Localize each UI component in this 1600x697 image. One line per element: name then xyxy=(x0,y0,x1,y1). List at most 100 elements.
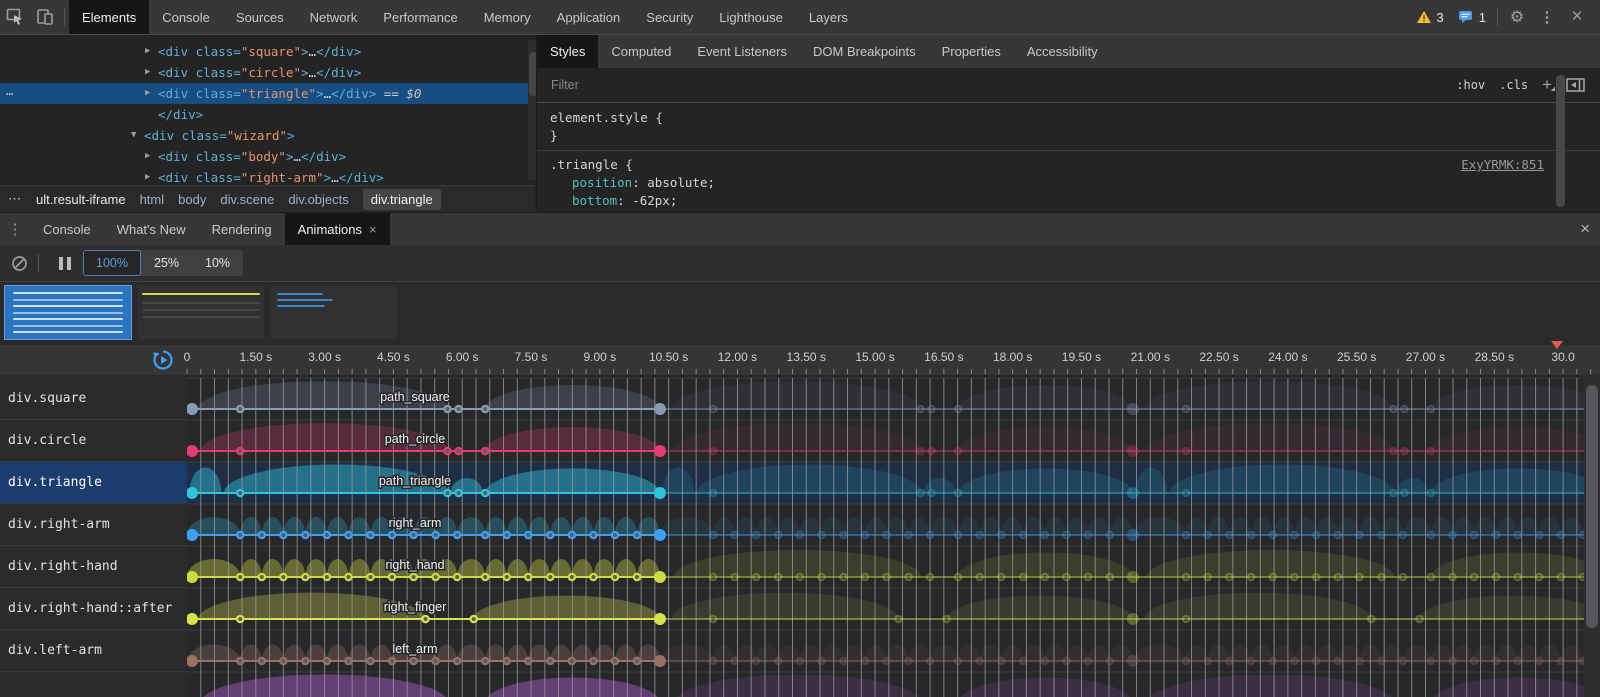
track-selector-div-right-hand[interactable]: div.right-hand xyxy=(0,546,187,588)
track-selector-div-square[interactable]: div.square xyxy=(0,378,187,420)
tab-computed[interactable]: Computed xyxy=(598,35,684,68)
close-devtools-icon[interactable]: × xyxy=(1571,6,1583,27)
timeline-ticks xyxy=(186,369,1592,374)
track-selector-div-right-hand-after[interactable]: div.right-hand::after xyxy=(0,588,187,630)
chevron-right-icon[interactable]: ▶ xyxy=(145,151,151,161)
breadcrumb-item[interactable]: html xyxy=(139,191,165,207)
tab-performance[interactable]: Performance xyxy=(370,0,470,34)
tab-sources[interactable]: Sources xyxy=(223,0,297,34)
new-style-rule-icon[interactable]: + xyxy=(1542,75,1552,94)
breadcrumb-item[interactable]: div.objects xyxy=(288,191,349,207)
style-rule-line[interactable]: element.style { xyxy=(537,109,1600,127)
timeline-header[interactable]: 0 1.50 s 3.00 s 4.50 s 6.00 s 7.50 s 9.00 s 10.… xyxy=(0,341,1600,376)
tree-node[interactable]: ⋯ ▶ <div class="triangle">…</div> == $0 xyxy=(0,83,535,104)
tab-close-icon[interactable]: × xyxy=(368,221,377,237)
pause-icon[interactable] xyxy=(59,256,71,270)
elements-scrollbar[interactable] xyxy=(528,40,539,180)
tab-layers[interactable]: Layers xyxy=(796,0,861,34)
tab-memory[interactable]: Memory xyxy=(471,0,544,34)
tab-label: Performance xyxy=(383,9,458,25)
tree-node[interactable]: ▼ <div class="wizard"> xyxy=(0,125,535,146)
animation-group-preview-2[interactable] xyxy=(138,286,264,339)
styles-filter-input[interactable] xyxy=(549,77,773,93)
css-token: bottom xyxy=(572,193,618,208)
device-toolbar-icon[interactable] xyxy=(30,4,60,30)
replay-icon[interactable] xyxy=(152,349,174,376)
stylesheet-source-link[interactable]: ExyYRMK:851 xyxy=(1461,157,1544,172)
track-selector-div-right-arm[interactable]: div.right-arm xyxy=(0,504,187,546)
style-rule-line[interactable]: } xyxy=(537,127,1600,145)
time-label: 24.00 s xyxy=(1268,350,1308,364)
tab-animations[interactable]: Animations × xyxy=(284,213,390,245)
tree-node[interactable]: </div> xyxy=(0,104,535,125)
time-label: 13.50 s xyxy=(786,350,826,364)
tab-what-s-new[interactable]: What's New xyxy=(104,213,199,245)
tab-lighthouse[interactable]: Lighthouse xyxy=(706,0,796,34)
code-token: <div class= xyxy=(158,86,241,101)
breadcrumb-item[interactable]: div.triangle xyxy=(362,188,441,210)
tree-node[interactable]: ▶ <div class="right-arm">…</div> xyxy=(0,167,535,188)
tab-elements[interactable]: Elements xyxy=(69,0,150,34)
chevron-right-icon[interactable]: ▶ xyxy=(145,88,151,98)
chevron-down-icon[interactable]: ▼ xyxy=(131,130,137,140)
breadcrumb-item[interactable]: ⋯ xyxy=(8,191,22,206)
code-token: > xyxy=(285,149,294,164)
tab-rendering[interactable]: Rendering xyxy=(199,213,285,245)
tree-node[interactable]: ▶ <div class="square">…</div> xyxy=(0,41,535,62)
code-token: </div> xyxy=(316,65,362,80)
code-token: "right-arm" xyxy=(240,170,324,185)
playback-rate-100[interactable]: 100% xyxy=(83,250,141,276)
tab-label: Styles xyxy=(550,44,586,59)
tab-properties[interactable]: Properties xyxy=(929,35,1014,68)
kebab-menu-icon[interactable]: ⋮ xyxy=(1539,9,1555,26)
timeline-scrollbar-thumb[interactable] xyxy=(1586,385,1598,628)
chevron-right-icon[interactable]: ▶ xyxy=(145,46,151,56)
style-rule-line[interactable]: position: absolute; xyxy=(537,174,1600,192)
tree-node[interactable]: ▶ <div class="circle">…</div> xyxy=(0,62,535,83)
issues-badge[interactable]: 1 xyxy=(1458,10,1486,25)
track-selector-div-circle[interactable]: div.circle xyxy=(0,420,187,462)
tab-network[interactable]: Network xyxy=(297,0,371,34)
preview-line xyxy=(13,292,123,294)
drawer-kebab-icon[interactable]: ⋮ xyxy=(7,221,23,238)
pseudo-button-cls[interactable]: .cls xyxy=(1499,78,1529,92)
styles-scrollbar-thumb[interactable] xyxy=(1556,75,1565,207)
drawer-close-icon[interactable]: × xyxy=(1580,219,1590,238)
tab-event-listeners[interactable]: Event Listeners xyxy=(684,35,800,68)
chevron-right-icon[interactable]: ▶ xyxy=(145,67,151,77)
style-rule-line[interactable]: .triangle {ExyYRMK:851 xyxy=(537,156,1600,174)
tab-console[interactable]: Console xyxy=(149,0,223,34)
inspect-icon[interactable] xyxy=(0,4,30,30)
breadcrumb-item[interactable]: div.scene xyxy=(220,191,275,207)
animation-group-preview-1[interactable] xyxy=(4,285,132,340)
pseudo-button-hov[interactable]: :hov xyxy=(1456,78,1486,92)
tab-console[interactable]: Console xyxy=(30,213,104,245)
sidebar-toggle-icon[interactable] xyxy=(1566,77,1586,93)
code-token: <div class= xyxy=(144,128,227,143)
animation-timeline-plot[interactable]: path_square path_circle path_triangleright… xyxy=(187,375,1600,697)
chevron-right-icon[interactable]: ▶ xyxy=(145,172,151,182)
breadcrumb-item[interactable]: body xyxy=(178,191,207,207)
code-token: "wizard" xyxy=(226,128,288,143)
elements-scrollbar-thumb[interactable] xyxy=(529,52,538,96)
warnings-badge[interactable]: 3 xyxy=(1416,10,1444,25)
tab-security[interactable]: Security xyxy=(633,0,706,34)
playhead-marker[interactable] xyxy=(1551,341,1563,355)
tab-accessibility[interactable]: Accessibility xyxy=(1014,35,1111,68)
style-rule-line[interactable]: bottom: -62px; xyxy=(537,192,1600,210)
breadcrumb-item[interactable]: ult.result-iframe xyxy=(36,191,126,207)
clear-all-icon[interactable] xyxy=(4,250,34,276)
tab-dom-breakpoints[interactable]: DOM Breakpoints xyxy=(800,35,929,68)
tab-styles[interactable]: Styles xyxy=(537,35,599,68)
track-selector-div-left-arm[interactable]: div.left-arm xyxy=(0,630,187,672)
time-label: 30.0 xyxy=(1551,350,1575,364)
svg-text:path_circle: path_circle xyxy=(385,432,445,446)
animation-group-preview-3[interactable] xyxy=(271,286,397,339)
track-selector-div-triangle[interactable]: div.triangle xyxy=(0,462,187,504)
playback-rate-10[interactable]: 10% xyxy=(205,256,231,270)
settings-gear-icon[interactable]: ⚙ xyxy=(1509,9,1525,26)
tab-application[interactable]: Application xyxy=(544,0,634,34)
tree-node[interactable]: ▶ <div class="body">…</div> xyxy=(0,146,535,167)
toolbar-divider xyxy=(1497,8,1498,26)
playback-rate-25[interactable]: 25% xyxy=(153,256,180,270)
